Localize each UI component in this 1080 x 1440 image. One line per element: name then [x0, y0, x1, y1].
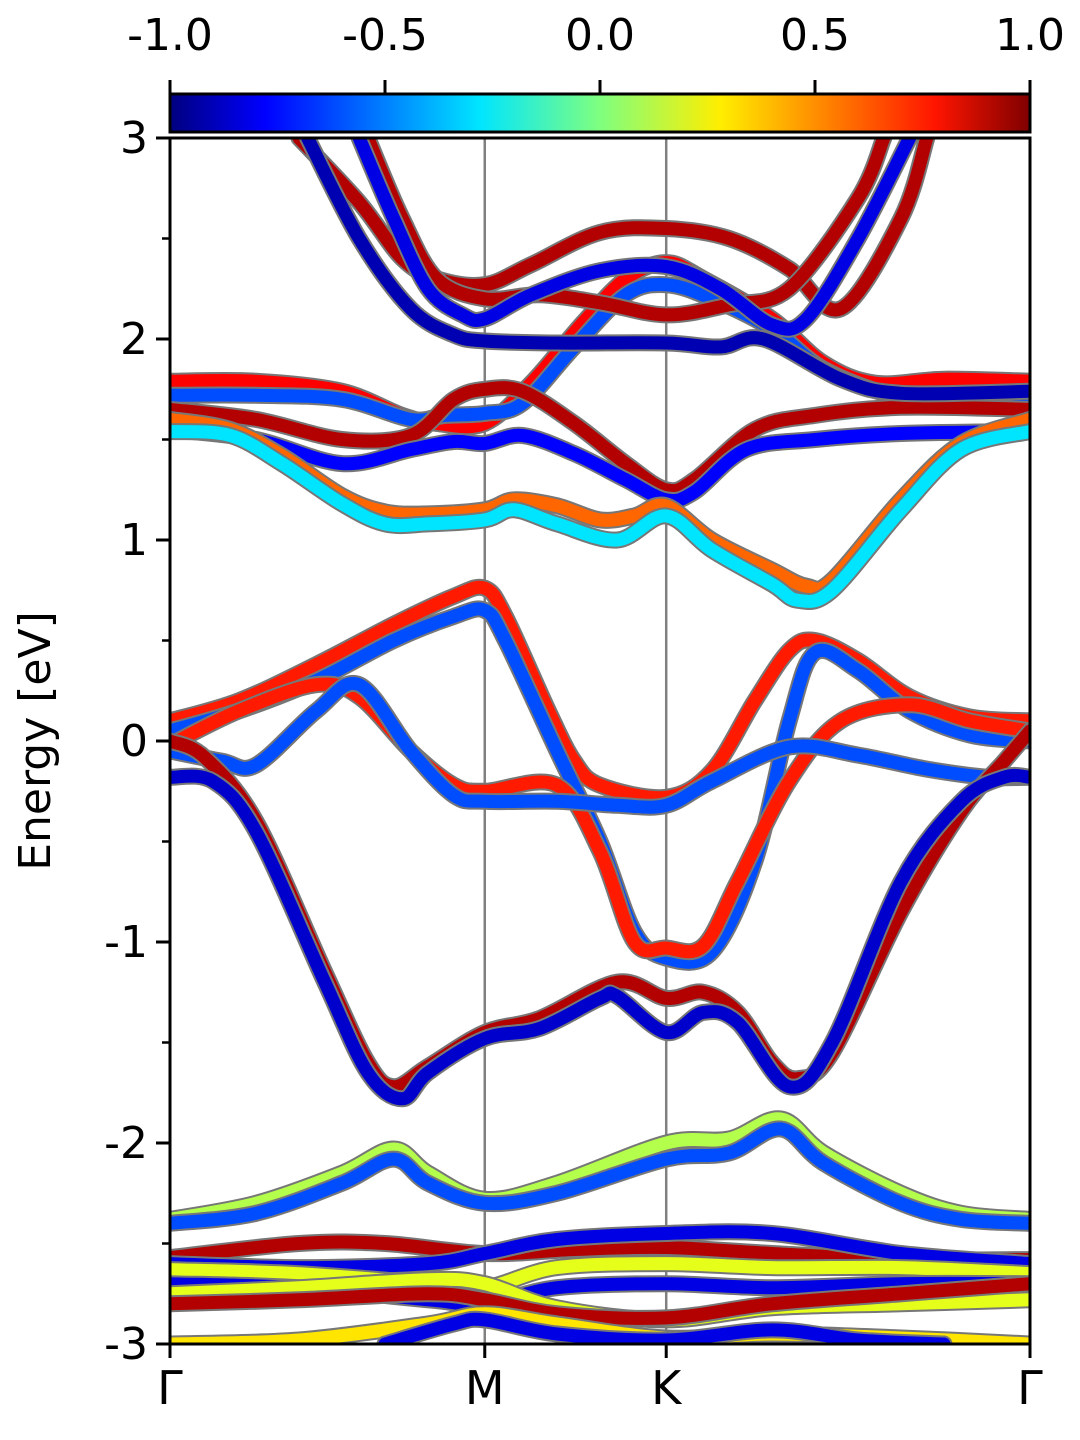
- band-line: [170, 676, 1030, 814]
- y-tick-label: -2: [104, 1118, 148, 1169]
- colorbar-tick-label: 1.0: [995, 10, 1065, 61]
- colorbar-tick-label: 0.5: [780, 10, 850, 61]
- y-tick-label: 1: [120, 515, 148, 566]
- band-line: [292, 138, 934, 317]
- x-tick-label: Γ: [157, 1361, 183, 1415]
- x-tick-label: Γ: [1017, 1361, 1043, 1415]
- band-line: [170, 1277, 1030, 1325]
- band-line: [170, 768, 1030, 1106]
- band-line: [170, 423, 1030, 508]
- colorbar: -1.0 -0.5 0.0 0.5 1.0: [127, 10, 1065, 134]
- colorbar-tick-label: 0.0: [565, 10, 635, 61]
- colorbar-tick-label: -0.5: [342, 10, 428, 61]
- band-line: [170, 1257, 1030, 1296]
- y-tick-label: -3: [104, 1319, 148, 1370]
- band-line: [170, 1122, 1030, 1230]
- plot-area: 3 2 1 0 -1 -2 -3 Γ M K Γ: [104, 113, 1043, 1415]
- band-line: [170, 1112, 1030, 1226]
- band-line: [170, 425, 1030, 609]
- band-line: [301, 138, 1030, 401]
- band-line: [170, 677, 1030, 959]
- band-line: [170, 381, 1030, 498]
- y-tick-label: -1: [104, 917, 148, 968]
- colorbar-ticks: -1.0 -0.5 0.0 0.5 1.0: [127, 10, 1065, 94]
- x-tick-label: M: [465, 1361, 505, 1415]
- band-line: [352, 138, 917, 336]
- y-axis: 3 2 1 0 -1 -2 -3: [104, 113, 170, 1370]
- y-tick-label: 2: [120, 314, 148, 365]
- band-line: [170, 1235, 1030, 1267]
- colorbar-tick-label: -1.0: [127, 10, 213, 61]
- x-tick-label: K: [651, 1361, 683, 1415]
- band-line: [378, 1312, 951, 1344]
- bands: [170, 138, 1030, 1344]
- y-tick-label: 3: [120, 113, 148, 164]
- band-line: [361, 138, 891, 322]
- y-axis-label: Energy [eV]: [10, 611, 61, 871]
- y-tick-label: 0: [120, 716, 148, 767]
- colorbar-gradient: [168, 92, 1032, 134]
